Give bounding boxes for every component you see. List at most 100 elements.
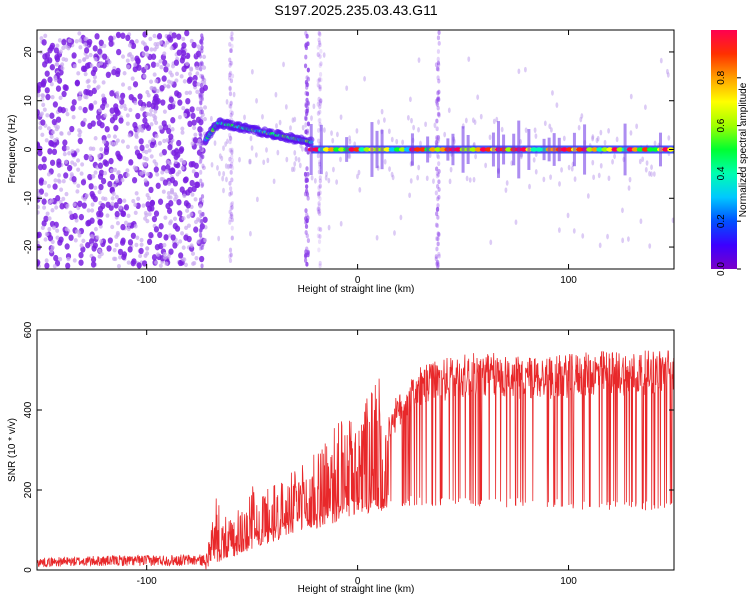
spectrogram-mark: [167, 36, 174, 43]
spectrogram-mark: [289, 125, 292, 131]
spectrogram-mark: [435, 246, 439, 252]
spectrogram-mark: [82, 57, 87, 62]
spectrogram-mark: [120, 223, 126, 231]
spectrogram-mark: [60, 106, 66, 114]
spectrogram-mark: [158, 263, 163, 268]
spectrogram-mark: [591, 147, 599, 152]
spectrogram-mark: [583, 124, 587, 175]
spectrogram-mark: [154, 133, 159, 139]
spectrogram-mark: [228, 209, 232, 215]
spectrogram-mark: [436, 183, 440, 189]
spectrogram-mark: [644, 104, 647, 110]
spectrogram-mark: [304, 224, 309, 229]
spectrogram-mark: [304, 115, 308, 121]
spectrogram-mark: [125, 113, 130, 118]
spectrogram-mark: [318, 260, 322, 266]
spectrogram-mark: [155, 252, 160, 257]
spectrogram-mark: [601, 147, 609, 152]
spectrogram-mark: [155, 182, 161, 189]
spectrogram-mark: [132, 62, 137, 67]
spectrogram-mark: [322, 147, 330, 152]
spectrogram-mark: [576, 147, 584, 152]
spectrogram-mark: [327, 177, 331, 184]
spectrogram-mark: [78, 213, 85, 221]
spectrogram-mark: [651, 147, 659, 152]
spectrogram-mark: [128, 93, 134, 101]
spectrogram-mark: [181, 42, 187, 49]
spectrogram-mark: [115, 31, 122, 39]
spectrogram-mark: [398, 147, 406, 152]
spectrogram-mark: [325, 171, 328, 177]
spectrogram-mark: [180, 49, 187, 57]
spectrogram-mark: [652, 171, 656, 177]
spectrogram-mark: [61, 196, 66, 202]
colorbar-ticks: 0.0 0.2 0.4 0.6 0.8: [716, 70, 741, 276]
spectrogram-mark: [436, 231, 440, 237]
spectrogram-mark: [51, 118, 57, 126]
spectrogram-mark: [186, 77, 192, 84]
spectrogram-mark: [66, 256, 71, 262]
spectrogram-mark: [653, 140, 657, 147]
spectrogram-mark: [196, 44, 201, 49]
spectrogram-mark: [436, 215, 440, 220]
spectrogram-mark: [128, 159, 134, 166]
spectrogram-mark: [436, 263, 440, 269]
spectrogram-mark: [324, 175, 328, 181]
spectrogram-mark: [542, 176, 546, 183]
spectrogram-mark: [64, 227, 69, 232]
spectrogram-mark: [317, 128, 321, 133]
spectrogram-mark: [45, 211, 50, 216]
spectrogram-mark: [198, 232, 203, 238]
spectrogram-mark: [37, 210, 40, 215]
spectrogram-mark: [37, 163, 44, 171]
spectrogram-mark: [228, 135, 233, 141]
spectrogram-mark: [77, 137, 83, 145]
spectrogram-mark: [316, 52, 320, 57]
spectrogram-mark: [122, 71, 127, 76]
spectrogram-mark: [249, 135, 253, 142]
spectrogram-mark: [166, 207, 173, 215]
spectrogram-mark: [230, 158, 234, 163]
spectrogram-mark: [621, 207, 624, 214]
spectrogram-mark: [491, 132, 495, 167]
spectrogram-mark: [184, 90, 189, 96]
spectrogram-mark: [47, 57, 53, 64]
spectrogram-mark: [149, 47, 154, 52]
spectrogram-mark: [158, 140, 163, 146]
spectrogram-mark: [82, 197, 87, 202]
spectrogram-mark: [88, 146, 93, 151]
spectrogram-mark: [44, 262, 50, 269]
spectrogram-mark: [228, 57, 232, 63]
spectrogram-mark: [89, 63, 94, 68]
spectrogram-mark: [572, 228, 576, 234]
spectrogram-mark: [229, 112, 233, 118]
spectrogram-mark: [330, 130, 333, 136]
spectrogram-mark: [410, 117, 413, 124]
spectrogram-mark: [141, 105, 146, 111]
spectrogram-mark: [111, 142, 116, 147]
spectrogram-mark: [112, 114, 118, 121]
spectrogram-mark: [181, 160, 186, 165]
spectrogram-mark: [79, 243, 84, 248]
spectrogram-mark: [203, 237, 208, 243]
spectrogram-mark: [175, 71, 180, 77]
spectrogram-mark: [596, 135, 600, 142]
spectrogram-mark: [176, 198, 182, 206]
spectrogram-mark: [101, 134, 107, 142]
spectrogram-mark: [133, 166, 138, 171]
spectrogram-mark: [566, 212, 570, 219]
spectrogram-mark: [74, 79, 80, 86]
spectrogram-mark: [471, 117, 475, 123]
spectrogram-mark: [305, 91, 310, 97]
spectrogram-mark: [83, 71, 88, 77]
spectrogram-mark: [436, 138, 440, 144]
spectrogram-mark: [278, 119, 282, 126]
spectrogram-mark: [46, 172, 51, 177]
spectrogram-mark: [228, 72, 232, 78]
spectrogram-mark: [147, 211, 152, 217]
spectrogram-mark: [318, 72, 323, 77]
spectrogram-mark: [148, 112, 153, 117]
spectrogram-mark: [199, 109, 203, 115]
spectrogram-mark: [414, 147, 422, 152]
